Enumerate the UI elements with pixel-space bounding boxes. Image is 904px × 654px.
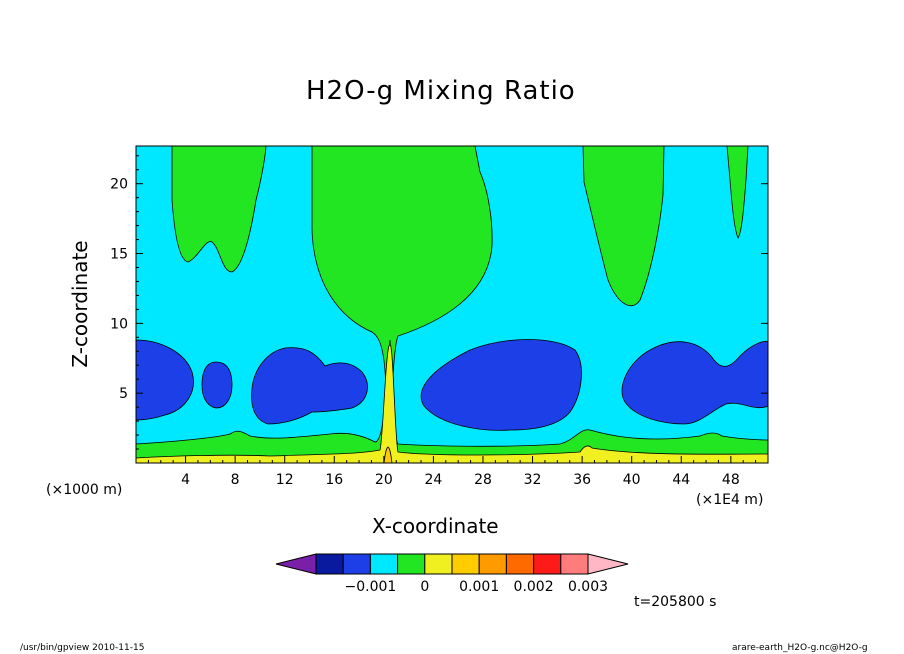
x-tick-label-11: 48 [722, 472, 740, 488]
x-unit-left-label: (×1000 m) [46, 482, 123, 498]
contour-fill-core-orange [383, 446, 393, 463]
x-tick-label-1: 8 [231, 472, 240, 488]
contour-fill-plume-1 [171, 146, 267, 273]
x-tick-label-6: 28 [474, 472, 492, 488]
plot-area [136, 146, 768, 463]
colorbar: −0.001 0 0.001 0.002 0.003 [275, 553, 629, 595]
contour-fill-lower-yellow [136, 344, 768, 463]
colorbar-label-2: 0.001 [459, 579, 499, 595]
colorbar-label-0: −0.001 [344, 579, 396, 595]
colorbar-label-1: 0 [420, 579, 429, 595]
x-tick-label-0: 4 [181, 472, 190, 488]
x-tick-label-9: 40 [623, 472, 641, 488]
x-unit-right-label: (×1E4 m) [696, 492, 764, 508]
colorbar-cell-7 [505, 553, 535, 575]
colorbar-cell-9 [560, 553, 589, 575]
colorbar-label-3: 0.002 [514, 579, 554, 595]
colorbar-cell-2 [369, 553, 399, 575]
contour-fill-dry-1 [136, 339, 194, 421]
x-tick-label-10: 44 [672, 472, 690, 488]
contour-fill-dry-4 [420, 339, 582, 431]
x-axis-label: X-coordinate [372, 514, 499, 538]
colorbar-cell-1 [342, 553, 371, 575]
colorbar-over-triangle [587, 553, 629, 575]
contour-fill-dry-3 [251, 347, 368, 425]
plot-frame [135, 145, 769, 464]
contour-fill-plume-4 [726, 146, 749, 239]
x-tick-label-2: 12 [276, 472, 294, 488]
colorbar-cell-6 [478, 553, 507, 575]
colorbar-cell-3 [397, 553, 426, 575]
x-tick-label-4: 20 [375, 472, 393, 488]
x-tick-label-5: 24 [424, 472, 442, 488]
contour-fill-plume-3 [582, 146, 665, 306]
colorbar-under-triangle [275, 553, 317, 575]
x-tick-label-7: 32 [524, 472, 542, 488]
colorbar-label-4: 0.003 [568, 579, 608, 595]
y-tick-label-0: 5 [119, 386, 128, 402]
y-tick-label-1: 10 [110, 316, 128, 332]
contour-fill-dry-2 [201, 361, 233, 409]
y-tick-label-2: 15 [110, 247, 128, 263]
colorbar-cell-8 [533, 553, 562, 575]
time-label: t=205800 s [634, 594, 717, 610]
footer-left: /usr/bin/gpview 2010-11-15 [20, 643, 145, 653]
colorbar-cell-4 [424, 553, 453, 575]
chart-title: H2O-g Mixing Ratio [306, 76, 576, 106]
y-tick-label-3: 20 [110, 177, 128, 193]
x-tick-label-3: 16 [325, 472, 343, 488]
colorbar-cell-0 [315, 553, 344, 575]
x-tick-label-8: 36 [573, 472, 591, 488]
footer-right: arare-earth_H2O-g.nc@H2O-g [732, 643, 868, 653]
colorbar-cell-5 [451, 553, 480, 575]
y-axis-label: Z-coordinate [68, 240, 92, 368]
contour-fill-dry-5 [621, 341, 768, 425]
